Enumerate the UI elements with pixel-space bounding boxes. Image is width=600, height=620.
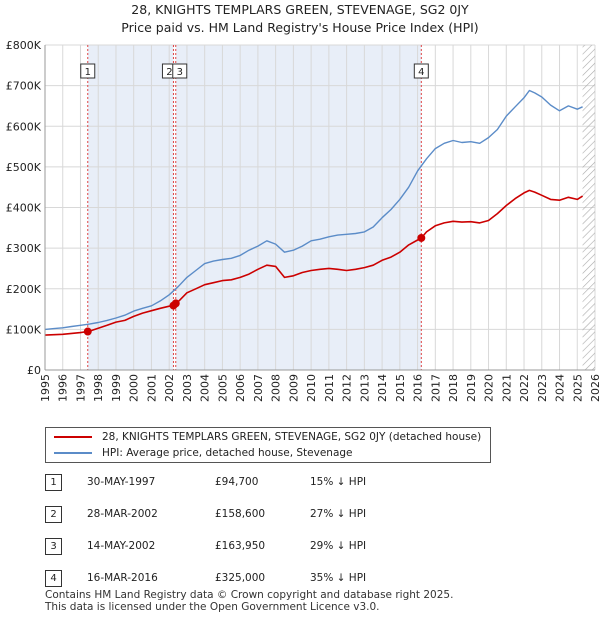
x-tick-label: 2012 (341, 374, 354, 402)
transaction-hpi-diff: 27% ↓ HPI (310, 508, 367, 520)
y-tick-label: £100K (6, 323, 42, 336)
transaction-price: £94,700 (215, 476, 259, 488)
sale-point (171, 299, 180, 308)
sale-number-box: 1 (80, 63, 96, 79)
transaction-number: 3 (45, 538, 62, 555)
x-tick-label: 2020 (483, 374, 496, 402)
x-tick-label: 2005 (216, 374, 229, 402)
sale-number-label: 2 (166, 67, 172, 78)
sale-number-box: 4 (413, 63, 429, 79)
sale-number-box-frame (413, 63, 429, 79)
y-tick-label: £400K (6, 202, 42, 215)
transaction-price: £325,000 (215, 572, 266, 584)
table-row: 4 16-MAR-2016 £325,000 35% ↓ HPI (45, 568, 385, 588)
x-tick-label: 2008 (270, 374, 283, 402)
x-tick-label: 1998 (92, 374, 105, 402)
hpi-line (44, 89, 583, 331)
property-price-line (44, 189, 584, 336)
legend-hpi-swatch (54, 452, 92, 454)
sale-point (417, 233, 426, 242)
transaction-number: 1 (45, 474, 62, 491)
x-tick-label: 2016 (412, 374, 425, 402)
table-row: 2 28-MAR-2002 £158,600 27% ↓ HPI (45, 504, 385, 524)
transaction-hpi-diff: 29% ↓ HPI (310, 540, 367, 552)
sale-number-label: 3 (177, 67, 183, 78)
sale-point (83, 327, 92, 336)
legend-hpi-label: HPI: Average price, detached house, Stev… (102, 447, 353, 459)
x-tick-label: 2026 (589, 374, 600, 402)
x-tick-label: 2014 (376, 374, 389, 402)
footer: Contains HM Land Registry data © Crown c… (45, 589, 453, 613)
table-row: 1 30-MAY-1997 £94,700 15% ↓ HPI (45, 472, 385, 492)
transaction-number: 4 (45, 570, 62, 587)
transaction-number: 2 (45, 506, 62, 523)
legend-property-swatch (54, 436, 92, 438)
y-tick-label: £800K (6, 39, 42, 52)
transaction-date: 16-MAR-2016 (87, 572, 158, 584)
y-tick-label: £0 (27, 364, 41, 377)
chart-title-line2: Price paid vs. HM Land Registry's House … (121, 20, 479, 35)
x-tick-label: 2017 (429, 374, 442, 402)
x-tick-label: 2001 (145, 374, 158, 402)
x-tick-label: 2006 (234, 374, 247, 402)
x-tick-label: 2009 (287, 374, 300, 402)
x-tick-label: 1997 (74, 374, 87, 402)
transaction-hpi-diff: 15% ↓ HPI (310, 476, 367, 488)
y-tick-label: £500K (6, 161, 42, 174)
forecast-hatch (582, 45, 595, 370)
x-tick-label: 2011 (323, 374, 336, 402)
footer-licence: This data is licensed under the Open Gov… (45, 601, 380, 613)
x-tick-label: 2024 (554, 374, 567, 402)
x-tick-label: 2018 (447, 374, 460, 402)
x-tick-label: 2019 (465, 374, 478, 402)
x-tick-label: 2015 (394, 374, 407, 402)
x-tick-label: 2022 (518, 374, 531, 402)
y-tick-label: £700K (6, 80, 42, 93)
x-tick-label: 2000 (128, 374, 141, 402)
x-tick-label: 1996 (57, 374, 70, 402)
sale-number-label: 4 (418, 67, 424, 78)
sale-number-box: 3 (172, 63, 188, 79)
chart-title-line1: 28, KNIGHTS TEMPLARS GREEN, STEVENAGE, S… (131, 2, 469, 17)
x-tick-label: 2003 (181, 374, 194, 402)
x-tick-label: 2007 (252, 374, 265, 402)
sale-number-label: 1 (85, 67, 91, 78)
x-tick-label: 2013 (358, 374, 371, 402)
transaction-price: £163,950 (215, 540, 266, 552)
x-tick-label: 2010 (305, 374, 318, 402)
footer-copyright: Contains HM Land Registry data © Crown c… (45, 589, 454, 601)
legend-property-label: 28, KNIGHTS TEMPLARS GREEN, STEVENAGE, S… (102, 431, 482, 443)
legend: 28, KNIGHTS TEMPLARS GREEN, STEVENAGE, S… (45, 427, 491, 463)
x-tick-label: 2002 (163, 374, 176, 402)
x-tick-label: 2004 (199, 374, 212, 402)
y-tick-label: £600K (6, 120, 42, 133)
y-tick-label: £300K (6, 242, 42, 255)
x-tick-label: 2021 (500, 374, 513, 402)
x-tick-label: 2023 (536, 374, 549, 402)
x-tick-label: 1995 (39, 374, 52, 402)
transaction-price: £158,600 (215, 508, 266, 520)
transaction-date: 30-MAY-1997 (87, 476, 156, 488)
sale-number-box-frame (172, 63, 188, 79)
x-tick-label: 2025 (571, 374, 584, 402)
x-tick-label: 1999 (110, 374, 123, 402)
y-tick-label: £200K (6, 283, 42, 296)
table-row: 3 14-MAY-2002 £163,950 29% ↓ HPI (45, 536, 385, 556)
transaction-date: 14-MAY-2002 (87, 540, 156, 552)
sale-number-box-frame (80, 63, 96, 79)
transaction-date: 28-MAR-2002 (87, 508, 158, 520)
transaction-hpi-diff: 35% ↓ HPI (310, 572, 367, 584)
